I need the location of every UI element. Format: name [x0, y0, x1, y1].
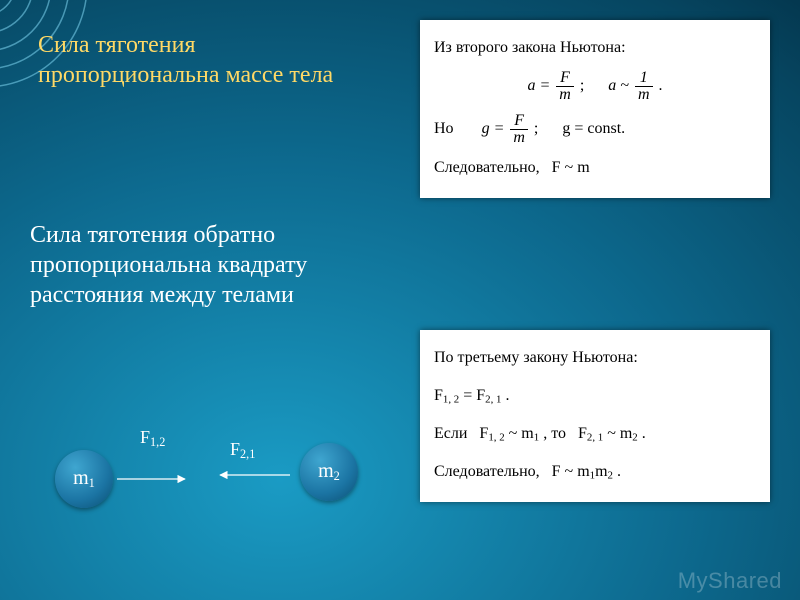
force-diagram: m1 m2 F1,2 F2,1: [55, 395, 365, 525]
p1-concl-rel: F ~ m: [552, 159, 590, 176]
row2-glhs: g =: [482, 120, 505, 137]
panel2-conclusion: Следовательно, F ~ m1m2 .: [434, 460, 756, 484]
eq1-num: F: [556, 70, 574, 86]
row2-num: F: [510, 113, 528, 129]
heading-proportional-mass: Сила тяготения пропорциональна массе тел…: [38, 30, 378, 90]
eq1-lhs: a =: [527, 77, 550, 94]
panel1-eq-a: a = F m ; a ~ 1 m .: [434, 70, 756, 103]
eq1-den: m: [556, 86, 574, 103]
eq1-sep: ;: [580, 77, 584, 94]
panel1-title: Из второго закона Ньютона:: [434, 36, 756, 60]
row2-sep: ;: [534, 120, 538, 137]
p2-if: Если: [434, 425, 467, 442]
row2-den: m: [510, 129, 528, 146]
eq2-frac: 1 m: [635, 70, 653, 103]
p1-concl-word: Следовательно,: [434, 159, 540, 176]
eq1-frac: F m: [556, 70, 574, 103]
eq2-num: 1: [635, 70, 653, 86]
row2-but: Но: [434, 120, 454, 137]
watermark: MyShared: [678, 568, 782, 594]
p2-concl-word: Следовательно,: [434, 463, 540, 480]
panel2-title: По третьему закону Ньютона:: [434, 346, 756, 370]
eq2-den: m: [635, 86, 653, 103]
panel-newton-third-law: По третьему закону Ньютона: F1, 2 = F2, …: [420, 330, 770, 502]
p2-then: , то: [543, 425, 566, 442]
heading-inverse-square: Сила тяготения обратно пропорциональна к…: [30, 220, 400, 310]
row2-frac: F m: [510, 113, 528, 146]
row2-gconst: g = const.: [562, 120, 625, 137]
panel-newton-second-law: Из второго закона Ньютона: a = F m ; a ~…: [420, 20, 770, 198]
panel2-if-then: Если F1, 2 ~ m1 , то F2, 1 ~ m2 .: [434, 422, 756, 446]
eq2-end: .: [659, 77, 663, 94]
panel2-eq: F1, 2 = F2, 1 .: [434, 384, 756, 408]
eq2-lhs: a ~: [608, 77, 629, 94]
panel1-conclusion: Следовательно, F ~ m: [434, 156, 756, 180]
panel1-eq-g: Но g = F m ; g = const.: [434, 113, 756, 146]
force-arrows: [55, 395, 365, 525]
